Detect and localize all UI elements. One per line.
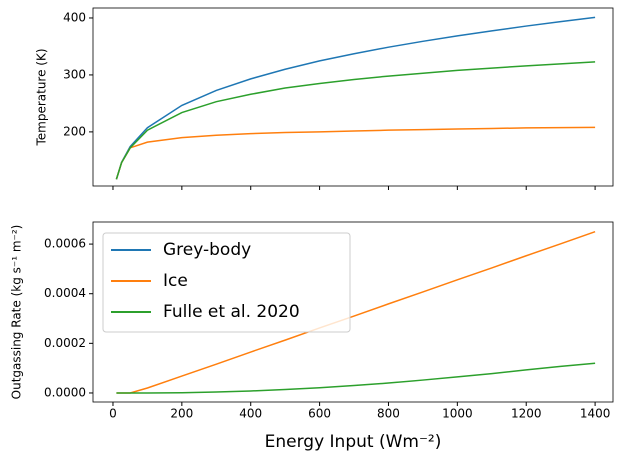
x-tick-label: 200 xyxy=(170,407,193,421)
series-line xyxy=(115,61,596,180)
x-tick-label: 1400 xyxy=(580,407,611,421)
series-line xyxy=(115,16,596,180)
y-tick-label: 0.0004 xyxy=(44,286,86,300)
axes-frame xyxy=(92,221,614,403)
x-tick-label: 0 xyxy=(109,407,117,421)
y-axis-label: Temperature (K) xyxy=(35,48,49,146)
y-tick-label: 0.0002 xyxy=(44,336,86,350)
x-tick-label: 800 xyxy=(377,407,400,421)
y-tick-label: 0.0000 xyxy=(44,385,86,399)
x-tick-label: 600 xyxy=(308,407,331,421)
subplot: 200 300 400 Temperature (K) xyxy=(35,7,614,190)
subplot: 0.0000 0.0002 0.0004 0.0006 0 200 400 600 800 100… xyxy=(10,221,614,452)
y-tick-label: 0.0006 xyxy=(44,237,86,251)
x-tick-label: 400 xyxy=(239,407,262,421)
y-tick-label: 300 xyxy=(63,67,86,81)
y-axis-label: Outgassing Rate (kg s⁻¹ m⁻²) xyxy=(10,225,24,400)
legend: Grey-body Ice Fulle et al. 2020 xyxy=(102,232,351,333)
axes-frame xyxy=(92,7,614,187)
series-line xyxy=(116,362,596,394)
x-tick-label: 1000 xyxy=(442,407,473,421)
x-axis-label: Energy Input (Wm⁻²) xyxy=(265,432,442,452)
legend-label: Grey-body xyxy=(163,240,251,260)
legend-label: Ice xyxy=(163,271,188,291)
legend-label: Fulle et al. 2020 xyxy=(163,302,300,322)
y-tick-label: 200 xyxy=(63,124,86,138)
y-tick-label: 400 xyxy=(63,10,86,24)
series-line xyxy=(115,126,596,180)
x-tick-label: 1200 xyxy=(511,407,542,421)
legend-box xyxy=(102,232,351,333)
